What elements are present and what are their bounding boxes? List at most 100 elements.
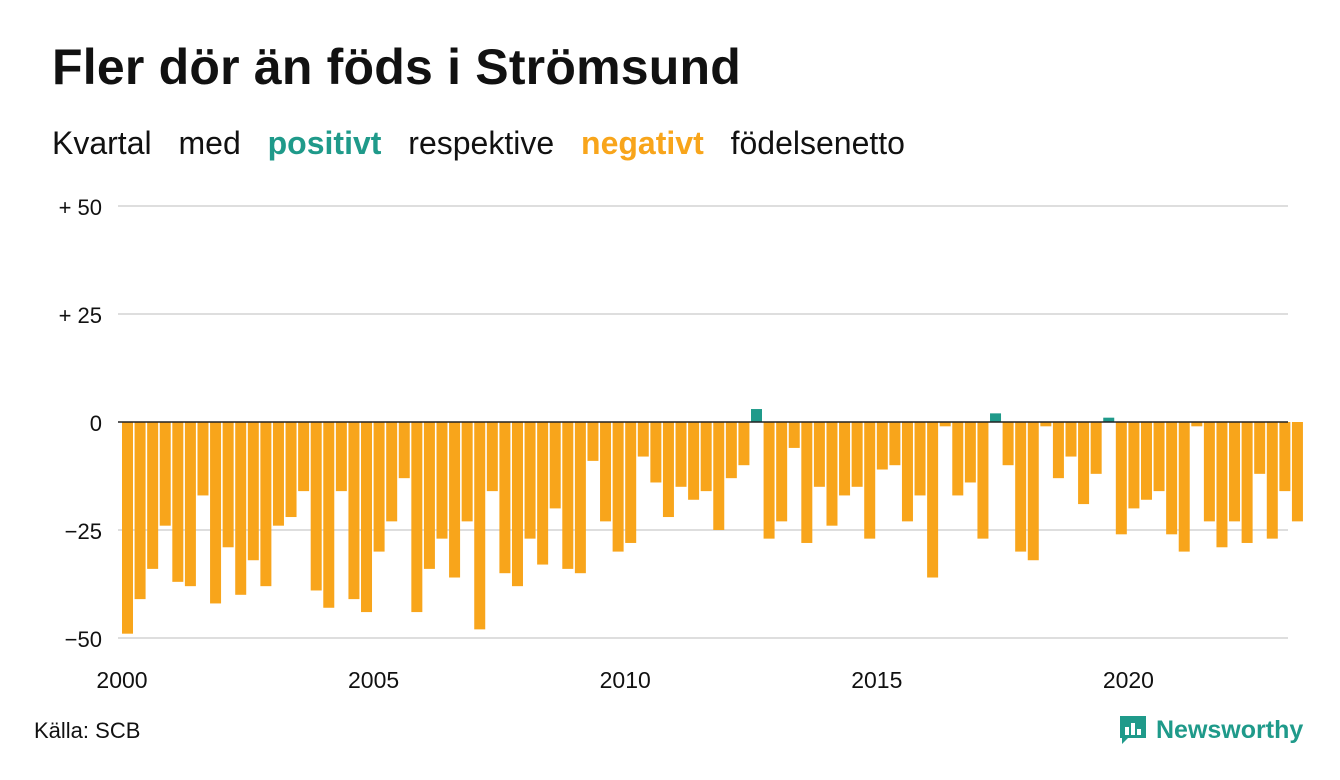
bar <box>914 422 926 496</box>
bar <box>751 409 762 422</box>
bar <box>990 413 1002 422</box>
bar <box>386 422 398 522</box>
bar <box>537 422 549 565</box>
x-tick-label: 2020 <box>1103 667 1154 693</box>
bar <box>122 422 133 634</box>
bar <box>398 422 410 479</box>
bar <box>260 422 272 587</box>
bar <box>1115 422 1127 535</box>
bar <box>662 422 674 518</box>
bar <box>788 422 800 448</box>
bar <box>625 422 637 543</box>
bar <box>272 422 284 526</box>
bar <box>1040 422 1052 427</box>
bar <box>184 422 196 587</box>
y-tick-label: 0 <box>90 411 102 436</box>
bar <box>801 422 813 543</box>
subtitle-positive-label: positivt <box>267 125 382 161</box>
bar <box>1128 422 1140 509</box>
bar <box>1078 422 1090 505</box>
bar <box>1052 422 1064 479</box>
bar <box>361 422 373 613</box>
bar <box>977 422 989 539</box>
bar <box>1266 422 1278 539</box>
bar <box>436 422 448 539</box>
bar <box>335 422 347 492</box>
bar <box>675 422 687 487</box>
bar <box>1279 422 1291 492</box>
bar <box>826 422 838 526</box>
bar <box>864 422 876 539</box>
bar <box>700 422 712 492</box>
bar <box>612 422 624 552</box>
chart-title: Fler dör än föds i Strömsund <box>52 39 741 95</box>
bar <box>776 422 788 522</box>
bar <box>1191 422 1203 427</box>
bar <box>1090 422 1102 474</box>
subtitle-negative-label: negativt <box>581 125 704 161</box>
bar <box>600 422 612 522</box>
bar <box>1241 422 1253 543</box>
y-tick-label: −50 <box>65 627 102 652</box>
bar <box>650 422 662 483</box>
bar <box>147 422 159 569</box>
bar <box>235 422 247 595</box>
bar <box>1103 417 1115 422</box>
bar <box>725 422 737 479</box>
subtitle-word-fodelsenetto: födelsenetto <box>730 125 905 161</box>
bar <box>688 422 700 500</box>
bar <box>524 422 536 539</box>
bar <box>298 422 310 492</box>
bar <box>574 422 586 574</box>
bar <box>197 422 209 496</box>
bar <box>562 422 574 569</box>
bar <box>1216 422 1228 548</box>
bar <box>1203 422 1215 522</box>
bar <box>1153 422 1165 492</box>
x-tick-label: 2000 <box>96 667 147 693</box>
chart-subtitle: Kvartal med positivt respektive negativt… <box>52 125 923 162</box>
bar <box>876 422 888 470</box>
bar <box>310 422 322 591</box>
bar <box>1254 422 1266 474</box>
bar <box>1002 422 1014 466</box>
bar <box>939 422 951 427</box>
subtitle-word-kvartal: Kvartal <box>52 125 152 161</box>
bar <box>449 422 461 578</box>
x-tick-label: 2015 <box>851 667 902 693</box>
bar <box>587 422 599 461</box>
bar <box>1166 422 1178 535</box>
bar <box>172 422 184 582</box>
bar <box>423 422 435 569</box>
bar <box>285 422 297 518</box>
bar <box>486 422 498 492</box>
bar <box>411 422 423 613</box>
bars <box>122 409 1303 634</box>
bar <box>1065 422 1077 457</box>
bar <box>474 422 486 630</box>
bar <box>210 422 222 604</box>
y-tick-label: + 50 <box>59 195 102 220</box>
bar <box>964 422 976 483</box>
x-tick-label: 2005 <box>348 667 399 693</box>
subtitle-word-respektive: respektive <box>408 125 555 161</box>
bar <box>1291 422 1303 522</box>
bar <box>222 422 234 548</box>
bar <box>839 422 851 496</box>
bar <box>952 422 964 496</box>
bar <box>159 422 171 526</box>
bar <box>637 422 649 457</box>
x-tick-labels: 2000 2005 2010 2015 2020 <box>96 667 1154 693</box>
bar <box>1015 422 1027 552</box>
bar <box>134 422 146 600</box>
bar <box>738 422 750 466</box>
bar <box>499 422 511 574</box>
y-tick-labels: + 50 + 25 0 −25 −50 <box>59 195 102 652</box>
bar <box>1140 422 1152 500</box>
brand-logo: Newsworthy <box>1118 714 1303 746</box>
subtitle-word-med: med <box>178 125 241 161</box>
bar <box>1178 422 1190 552</box>
y-tick-label: −25 <box>65 519 102 544</box>
bar <box>901 422 913 522</box>
